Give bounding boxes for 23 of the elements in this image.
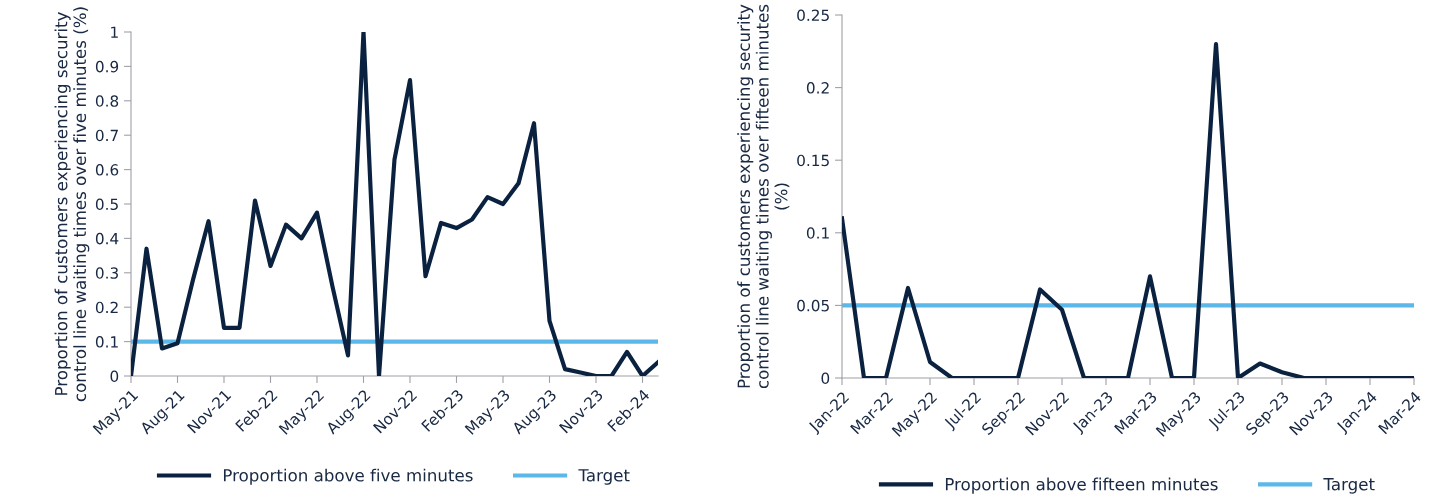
- y-tick-label: 0.5: [95, 198, 118, 211]
- y-axis-title: Proportion of customers experiencing security control line waiting times over fifteen minutes (%): [737, 4, 790, 389]
- y-tick-label: 0.1: [95, 336, 118, 348]
- y-tick-label: 0: [821, 372, 830, 385]
- y-tick-label: 0.2: [95, 301, 118, 314]
- y-tick-label: 0.3: [95, 267, 118, 279]
- y-tick-label: 0.1: [806, 227, 829, 239]
- y-tick-label: 1: [111, 26, 118, 38]
- y-tick-label: 0: [110, 370, 119, 383]
- legend-label: Proportion above five minutes: [223, 468, 473, 485]
- y-axis-title: Proportion of customers experiencing security control line waiting times over five minutes (%): [54, 7, 90, 402]
- y-tick-label: 0.4: [95, 232, 119, 245]
- y-tick-label: 0.7: [95, 129, 118, 142]
- legend-label: Proportion above fifteen minutes: [945, 477, 1218, 494]
- y-tick-label: 0.15: [797, 154, 829, 167]
- legend-label: Target: [1323, 478, 1375, 494]
- y-tick-label: 0.8: [95, 95, 119, 107]
- y-tick-label: 0.6: [95, 164, 119, 176]
- y-tick-label: 0.9: [95, 60, 119, 73]
- y-tick-label: 0.05: [797, 299, 829, 312]
- y-tick-label: 0.25: [797, 9, 829, 22]
- legend-label: Target: [578, 469, 630, 485]
- y-tick-label: 0.2: [806, 82, 829, 94]
